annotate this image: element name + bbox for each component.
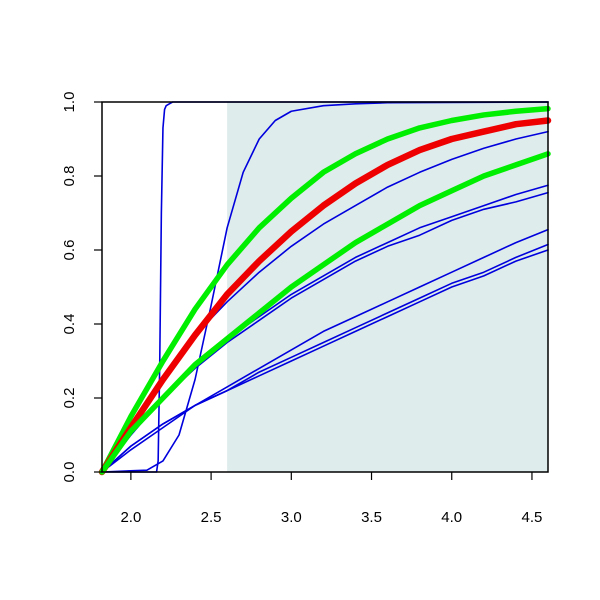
series-line-6 xyxy=(101,228,549,473)
y-tick-label: 0.2 xyxy=(61,388,78,409)
x-tick-label: 3.0 xyxy=(281,509,302,526)
x-tick-label: 3.5 xyxy=(361,509,382,526)
series-line-10 xyxy=(98,117,552,476)
y-tick-label: 0.0 xyxy=(61,462,78,483)
x-tick-label: 2.5 xyxy=(201,509,222,526)
y-tick-label: 0.8 xyxy=(61,166,78,187)
series-line-2 xyxy=(101,101,549,473)
axes-layer: 2.0 2.5 3.0 3.5 4.0 4.5 0.0 0.2 0.4 0.6 0.8 1.0 xyxy=(61,92,542,526)
y-tick-label: 0.4 xyxy=(61,314,78,335)
series-line-9 xyxy=(99,105,551,475)
series-layer xyxy=(98,101,552,476)
plot-border xyxy=(101,101,549,473)
series-line-8 xyxy=(101,249,549,473)
x-tick-label: 4.5 xyxy=(522,509,543,526)
x-tick-label: 2.0 xyxy=(120,509,141,526)
shaded-region xyxy=(227,102,548,472)
series-line-11 xyxy=(99,151,551,475)
x-tick-label: 4.0 xyxy=(441,509,462,526)
y-tick-label: 0.6 xyxy=(61,240,78,261)
y-tick-label: 1.0 xyxy=(61,92,78,113)
